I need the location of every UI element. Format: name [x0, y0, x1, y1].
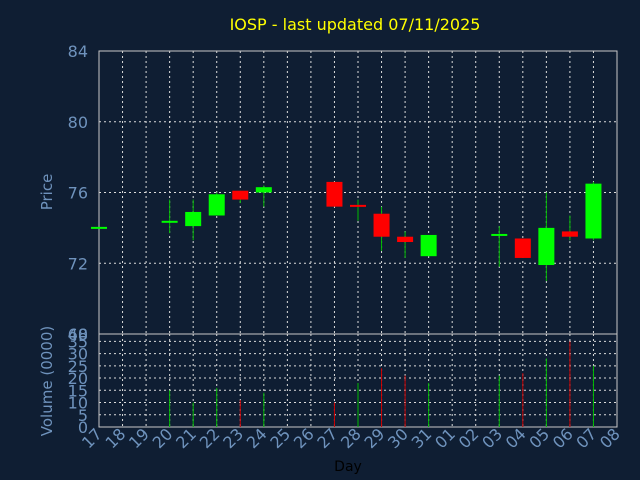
price-tick-label: 84: [68, 42, 88, 61]
volume-tick-label: 0: [78, 418, 88, 437]
volume-axis-label: Volume (0000): [38, 326, 56, 436]
candle-body: [161, 220, 178, 223]
candle-body: [491, 233, 508, 236]
price-tick-label: 40: [68, 325, 88, 344]
price-axis-label: Price: [38, 174, 56, 211]
chart-title: IOSP - last updated 07/11/2025: [230, 15, 481, 34]
x-axis-label: Day: [334, 459, 362, 475]
candle-body: [255, 187, 272, 193]
volume-tick-label: 30: [68, 345, 88, 364]
candle-body: [585, 183, 602, 239]
candle-body: [326, 181, 343, 207]
candle-body: [373, 213, 390, 237]
candle-body: [350, 204, 366, 207]
price-tick-label: 76: [68, 184, 88, 203]
candle-body: [397, 236, 414, 243]
candle-body: [232, 190, 249, 200]
volume-tick-label: 35: [68, 332, 88, 351]
candle-body: [561, 231, 578, 237]
volume-tick-label: 10: [68, 394, 88, 413]
candle-body: [420, 234, 437, 257]
volume-tick-label: 15: [68, 381, 88, 400]
candles: [91, 181, 602, 281]
price-tick-label: 68: [68, 325, 88, 344]
price-tick-label: 72: [68, 254, 88, 273]
volume-tick-label: 25: [68, 357, 88, 376]
candle-body: [514, 238, 531, 258]
x-axis-ticks: 1718192021222324252627282930310102030405…: [78, 424, 624, 452]
volume-tick-label: 20: [68, 369, 88, 388]
candle-body: [208, 194, 225, 216]
candle-body: [538, 227, 555, 266]
volume-bars: [169, 341, 594, 427]
candle-body: [91, 226, 107, 229]
volume-tick-label: 5: [78, 406, 88, 425]
x-tick-label: 08: [596, 424, 624, 452]
candle-body: [185, 211, 202, 227]
price-grid: [99, 51, 617, 335]
price-tick-label: 80: [68, 113, 88, 132]
